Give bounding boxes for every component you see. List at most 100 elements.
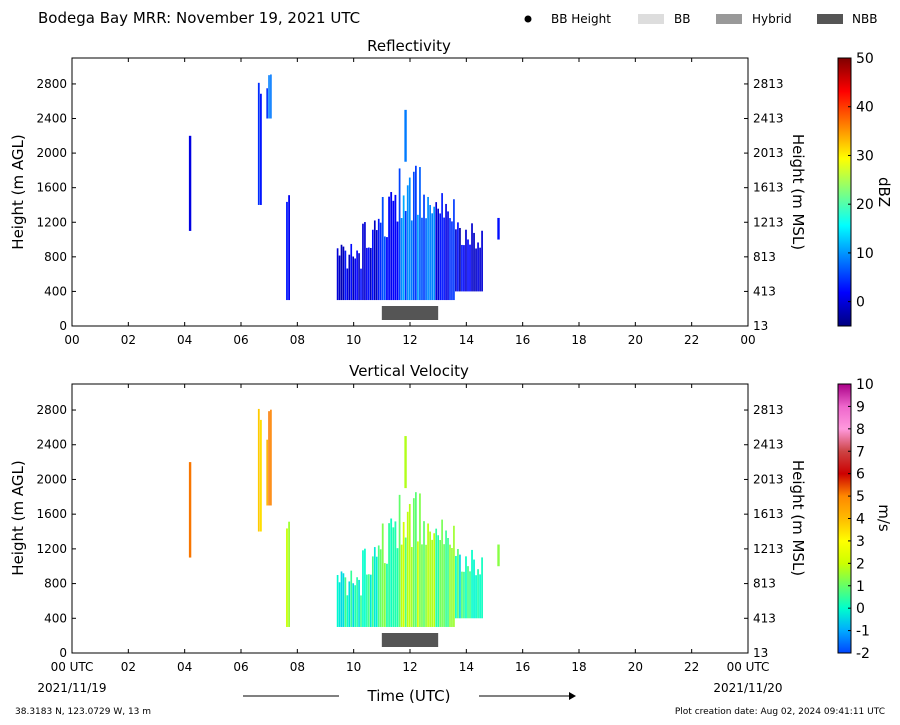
legend-label-hybrid: Hybrid <box>752 12 792 26</box>
echo-region <box>336 243 362 301</box>
echo-region <box>455 222 483 292</box>
echo-streak <box>427 523 429 627</box>
echo-streak <box>270 409 272 506</box>
echo-streak <box>342 246 345 301</box>
y-tick-label-right: 413 <box>753 611 776 625</box>
x-tick-label: 06 <box>233 660 248 674</box>
echo-streak <box>392 527 395 627</box>
echo-streak <box>266 88 268 119</box>
echo-streak <box>469 571 471 619</box>
echo-streak <box>362 223 364 301</box>
echo-streak <box>375 230 378 301</box>
nbb-layer <box>381 633 439 647</box>
echo-region <box>435 519 455 627</box>
echo-streak <box>461 244 463 292</box>
echo-region <box>404 109 407 162</box>
echo-streak <box>481 557 483 619</box>
echo-streak <box>286 528 288 627</box>
echo-streak <box>421 217 423 301</box>
echo-streak <box>383 563 386 627</box>
colorbar-tick-label: 1 <box>856 579 865 595</box>
echo-streak <box>354 258 356 301</box>
echo-streak <box>356 250 358 301</box>
echo-streak <box>467 239 469 292</box>
echo-streak <box>260 93 262 205</box>
echo-streak <box>352 583 355 627</box>
echo-streak <box>471 223 473 292</box>
echo-region <box>497 544 500 567</box>
y-tick-label: 2000 <box>36 472 67 486</box>
echo-streak <box>441 193 443 301</box>
echo-streak <box>394 194 397 301</box>
echo-streak <box>433 533 436 627</box>
colorbar-tick-label: 7 <box>856 444 865 460</box>
echo-streak <box>266 439 268 506</box>
echo-region <box>455 548 483 619</box>
colorbar-tick-label: 0 <box>856 295 865 311</box>
echo-streak <box>383 236 386 301</box>
echo-streak <box>449 218 451 301</box>
date-start: 2021/11/19 <box>37 681 106 695</box>
colorbar-tick-label: 5 <box>856 489 865 505</box>
x-tick-label: 04 <box>177 333 192 347</box>
echo-streak <box>398 168 401 301</box>
y-ticks: 0 400 800 1200 1600 2000 2400 2800 <box>36 403 76 660</box>
echo-streak <box>268 411 270 506</box>
colorbar-tick-label: 40 <box>856 100 874 116</box>
x-tick-label: 06 <box>233 333 248 347</box>
panel-title: Reflectivity <box>367 37 451 55</box>
y-tick-label: 2800 <box>36 77 67 91</box>
echo-streak <box>364 548 366 627</box>
echo-streak <box>373 220 376 301</box>
echo-streak <box>441 519 443 627</box>
colorbar <box>837 57 852 327</box>
echo-streak <box>412 171 415 301</box>
echo-region <box>435 193 455 301</box>
colorbar-tick-label: 4 <box>856 512 865 528</box>
colorbar-tick-label: 20 <box>856 197 874 213</box>
x-tick-label: 12 <box>402 333 417 347</box>
arrow-head-icon <box>569 692 576 700</box>
x-tick-label: 00 UTC <box>51 660 94 674</box>
echo-streak <box>471 549 473 619</box>
y-tick-label: 2800 <box>36 403 67 417</box>
echo-streak <box>449 544 451 627</box>
echo-streak <box>443 544 445 627</box>
echo-streak <box>455 555 457 619</box>
echo-streak <box>373 547 376 627</box>
echo-streak <box>406 185 409 301</box>
y-tick-label: 2400 <box>36 438 67 452</box>
echo-streak <box>402 521 405 627</box>
echo-streak <box>433 206 436 301</box>
echo-streak <box>398 494 401 627</box>
reflectivity-panel: Reflectivity 00 02 04 06 08 10 12 14 16 18 20 22 00 … <box>9 37 893 347</box>
echo-streak <box>415 492 417 627</box>
y-tick-label-right: 13 <box>753 646 768 660</box>
echo-streak <box>402 195 405 301</box>
echo-streak <box>465 556 467 619</box>
legend-swatch-bb <box>638 14 664 24</box>
echo-streak <box>437 208 439 301</box>
echo-streak <box>188 462 192 558</box>
y-tick-label-right: 2813 <box>753 403 784 417</box>
echo-streak <box>404 537 407 627</box>
echo-streak <box>270 74 272 119</box>
x-tick-label: 14 <box>459 660 474 674</box>
echo-streak <box>435 202 438 301</box>
y-tick-label-right: 13 <box>753 319 768 333</box>
echo-streak <box>467 566 469 619</box>
echo-streak <box>358 579 360 627</box>
echo-streak <box>408 503 411 627</box>
echo-streak <box>447 211 449 301</box>
echo-region <box>362 218 382 301</box>
page-title: Bodega Bay MRR: November 19, 2021 UTC <box>38 9 360 27</box>
colorbar-label: m/s <box>875 504 893 532</box>
nbb-segment <box>381 633 439 647</box>
y-tick-label-right: 2413 <box>753 438 784 452</box>
x-tick-label: 16 <box>515 333 530 347</box>
panel-title: Vertical Velocity <box>349 362 469 380</box>
echo-streak <box>371 229 374 301</box>
echo-streak <box>288 521 290 627</box>
echo-streak <box>451 221 453 301</box>
